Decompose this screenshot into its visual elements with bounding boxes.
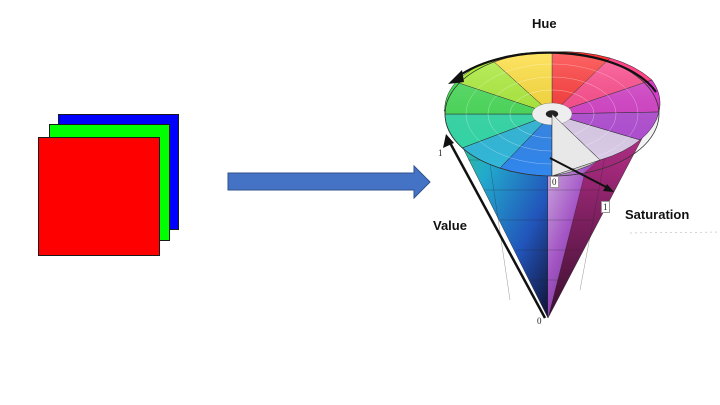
value-min-tick: 0: [537, 316, 542, 326]
hue-rotation-arrow: [455, 51, 657, 93]
saturation-min-tick: 0: [550, 176, 559, 188]
value-label: Value: [433, 218, 467, 233]
red-channel-layer: [38, 137, 160, 256]
saturation-max-tick: 1: [601, 201, 610, 213]
value-axis-line: [446, 138, 547, 319]
saturation-axis-line: [549, 157, 609, 189]
right-arrow-icon: [227, 164, 431, 200]
saturation-label: Saturation: [625, 207, 690, 222]
value-max-tick: 1: [438, 148, 443, 158]
hue-label: Hue: [532, 16, 557, 31]
